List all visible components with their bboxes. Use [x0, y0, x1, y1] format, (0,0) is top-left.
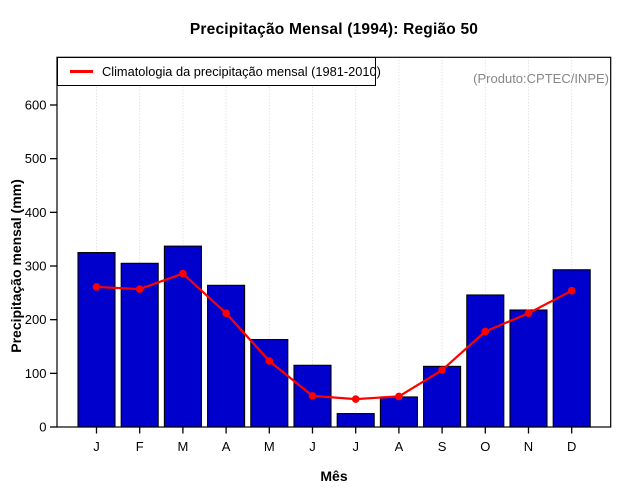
climatology-point [92, 283, 101, 291]
legend-line-swatch-icon [70, 70, 93, 73]
x-tick-label: J [352, 439, 359, 454]
climatology-point [135, 285, 144, 293]
x-tick-label: O [480, 439, 490, 454]
bar [336, 413, 375, 428]
x-tick-label: S [438, 439, 447, 454]
climatology-point [179, 269, 187, 278]
x-tick-label: N [524, 439, 533, 454]
climatology-point [524, 309, 533, 318]
climatology-point [481, 327, 490, 336]
y-axis-title: Precipitação mensal (mm) [8, 179, 24, 353]
bar [379, 396, 418, 428]
x-tick-label: F [136, 439, 144, 454]
chart-title: Precipitação Mensal (1994): Região 50 [189, 21, 479, 38]
y-tick-label: 600 [25, 98, 47, 113]
y-tick-label: 100 [25, 366, 47, 381]
bar [423, 365, 462, 428]
y-tick-label: 500 [25, 151, 47, 166]
y-tick-label: 0 [39, 420, 46, 435]
climatology-point [395, 392, 403, 401]
bar [77, 252, 116, 428]
climatology-point [222, 309, 230, 318]
climatology-point [308, 392, 317, 400]
climatology-line [96, 272, 573, 401]
y-tick-label: 400 [25, 205, 47, 220]
bar [509, 309, 548, 428]
bar [207, 284, 246, 428]
bar [250, 338, 289, 428]
y-tick-label: 200 [25, 312, 47, 327]
legend-label: Climatologia da precipitação mensal (198… [102, 64, 381, 79]
legend: Climatologia da precipitação mensal (198… [57, 57, 381, 86]
x-tick-label: M [177, 439, 188, 454]
x-axis-title: Mês [320, 468, 348, 484]
x-tick-label: J [93, 439, 100, 454]
climatology-point [567, 286, 576, 295]
x-tick-label: M [264, 439, 275, 454]
product-watermark: (Produto:CPTEC/INPE) [473, 71, 609, 86]
climatology-point [265, 357, 274, 365]
x-tick-label: A [222, 439, 231, 454]
x-tick-label: J [309, 439, 316, 454]
climatology-point [351, 395, 360, 403]
x-tick-label: D [567, 439, 576, 454]
y-tick-label: 300 [25, 259, 47, 274]
x-tick-label: A [395, 439, 404, 454]
bar [466, 294, 505, 428]
climatology-point [438, 366, 446, 374]
